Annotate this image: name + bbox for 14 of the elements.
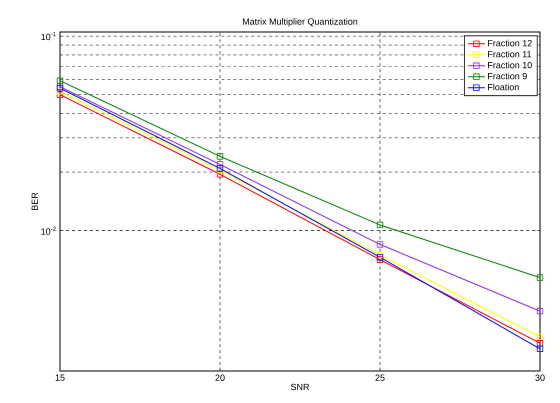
x-tick-label: 20: [215, 374, 225, 381]
x-axis-title: SNR: [290, 384, 310, 390]
x-tick-label: 30: [535, 374, 545, 381]
legend-label: Fraction 12: [488, 40, 532, 46]
legend-label: Fraction 10: [488, 62, 532, 68]
y-tick-label: 10$^{-2}$: [41, 226, 56, 235]
y-axis-title: BER: [32, 192, 38, 210]
x-tick-label: 25: [375, 374, 385, 381]
y-tick-label: 10$^{-1}$: [41, 32, 56, 40]
legend-label: Floation: [488, 84, 519, 90]
x-tick-label: 15: [56, 374, 65, 381]
chart-title: Matrix Multiplier Quantization: [242, 18, 358, 26]
legend-label: Fraction 11: [488, 50, 532, 58]
legend-label: Fraction 9: [488, 72, 527, 80]
